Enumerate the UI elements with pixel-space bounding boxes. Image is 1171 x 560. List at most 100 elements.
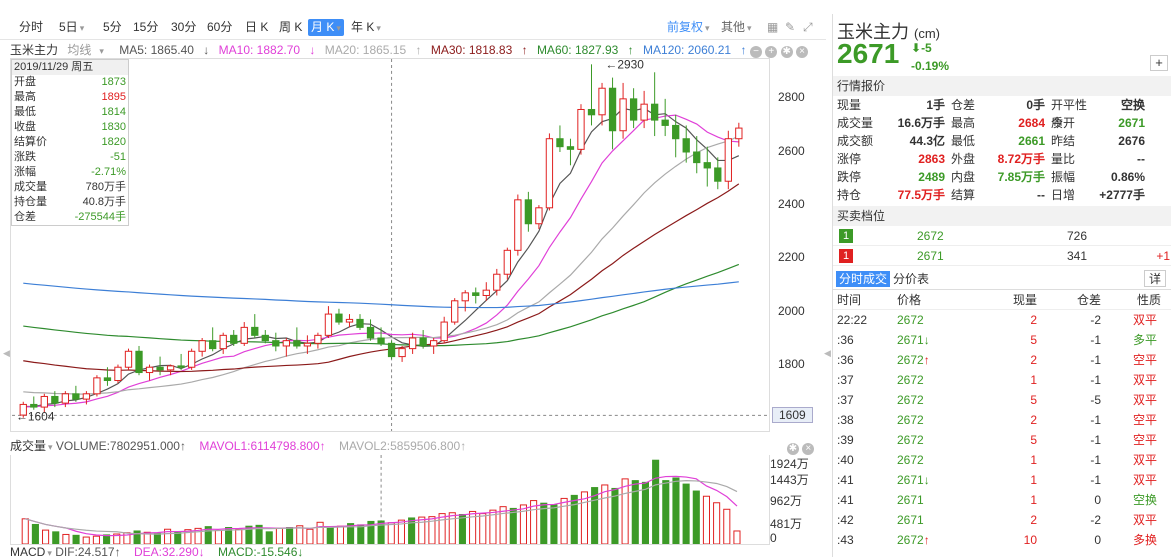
candle[interactable] (187, 348, 196, 370)
gear-icon[interactable]: ✱ (780, 46, 793, 58)
orderbook-price[interactable]: 2671 (917, 249, 944, 263)
detail-button[interactable]: 详 (1144, 270, 1166, 287)
period-tab[interactable]: 30分 (171, 20, 197, 34)
candle[interactable] (356, 314, 364, 331)
volume-chart[interactable] (10, 455, 770, 545)
candle[interactable] (408, 332, 417, 354)
close-icon[interactable]: × (796, 46, 809, 58)
candle[interactable] (61, 391, 70, 408)
candle[interactable] (703, 146, 711, 187)
candle[interactable] (535, 205, 543, 230)
candle[interactable] (629, 88, 638, 129)
candle[interactable] (524, 191, 533, 232)
candle[interactable] (387, 340, 396, 360)
candle[interactable] (93, 375, 101, 397)
candle[interactable] (451, 298, 459, 325)
candle[interactable] (514, 194, 522, 256)
pen-icon[interactable]: ✎ (785, 20, 796, 34)
candle[interactable] (682, 125, 690, 163)
period-tab[interactable]: 15分 (133, 20, 159, 34)
candle[interactable] (314, 332, 322, 349)
candle[interactable] (735, 122, 743, 147)
candle[interactable] (493, 268, 501, 296)
candle[interactable] (282, 338, 290, 357)
period-tab[interactable]: 60分 (207, 20, 233, 34)
gear-icon[interactable]: ✱ (787, 443, 799, 455)
candle[interactable] (324, 306, 333, 338)
candle[interactable] (303, 335, 312, 354)
candle[interactable] (335, 308, 343, 325)
candle[interactable] (366, 319, 375, 341)
candle[interactable] (672, 114, 680, 158)
candle[interactable] (398, 345, 406, 362)
candle[interactable] (30, 396, 38, 410)
kline-chart[interactable]: ←2930 ←1604 (10, 58, 770, 432)
candle[interactable] (124, 348, 133, 370)
candle[interactable] (440, 316, 448, 344)
tab-time-sales[interactable]: 分时成交 (836, 271, 891, 287)
candle[interactable] (198, 338, 206, 357)
candle[interactable] (545, 133, 554, 211)
candle[interactable] (240, 322, 248, 346)
candle[interactable] (272, 332, 280, 352)
scroll-left-icon[interactable]: ◀ (3, 348, 10, 358)
candle[interactable] (661, 98, 669, 137)
candle[interactable] (251, 314, 259, 338)
indicator-mode-dropdown[interactable]: 均线 ▾ (67, 43, 104, 57)
other-dropdown[interactable]: 其他 ▾ (721, 20, 752, 34)
candle[interactable] (103, 367, 112, 386)
minus-icon[interactable]: − (750, 46, 762, 58)
candle[interactable] (293, 327, 301, 349)
candle[interactable] (40, 393, 48, 413)
candle[interactable] (219, 332, 227, 354)
candle[interactable] (377, 327, 385, 346)
add-watchlist-button[interactable]: + (1150, 55, 1168, 71)
candle[interactable] (608, 77, 617, 150)
period-tab[interactable]: 周 K (279, 20, 303, 34)
candle[interactable] (419, 330, 427, 349)
period-tab[interactable]: 日 K (245, 20, 269, 34)
period-tab[interactable]: 分时 (19, 20, 44, 34)
candle[interactable] (72, 385, 80, 402)
period-tab[interactable]: 年 K ▾ (351, 20, 381, 34)
candle[interactable] (566, 138, 575, 166)
period-tab[interactable]: 5日 ▾ (59, 20, 85, 34)
candle[interactable] (19, 401, 27, 418)
candle[interactable] (724, 130, 732, 190)
collapse-panel-icon[interactable]: ◀ (824, 348, 831, 358)
candle[interactable] (135, 345, 143, 376)
period-tab[interactable]: 5分 (103, 20, 122, 34)
candle[interactable] (587, 64, 596, 126)
candle[interactable] (430, 338, 438, 354)
candle[interactable] (693, 136, 701, 174)
close-icon[interactable]: × (802, 443, 815, 455)
candle[interactable] (640, 90, 648, 129)
candle[interactable] (650, 72, 659, 137)
candle[interactable] (82, 391, 91, 405)
candle[interactable] (114, 364, 122, 384)
candle[interactable] (345, 314, 354, 328)
candle[interactable] (230, 330, 238, 346)
candle[interactable] (166, 364, 175, 376)
candle[interactable] (472, 287, 480, 304)
plus-icon[interactable]: + (765, 46, 778, 58)
candle[interactable] (145, 364, 154, 381)
candle[interactable] (619, 82, 627, 139)
candle[interactable] (177, 353, 185, 370)
fullscreen-icon[interactable]: ⤢ (803, 20, 813, 34)
candle[interactable] (482, 282, 490, 301)
candle[interactable] (51, 391, 59, 408)
candle[interactable] (156, 356, 164, 376)
period-tab[interactable]: 月 K ▾ (308, 19, 344, 36)
candle[interactable] (598, 82, 606, 126)
candle[interactable] (714, 157, 722, 190)
candle[interactable] (577, 104, 585, 155)
grid-icon[interactable]: ▦ (767, 20, 779, 34)
candle[interactable] (503, 247, 511, 280)
volume-indicator-dropdown[interactable]: 成交量 ▾ (10, 439, 53, 453)
macd-indicator-dropdown[interactable]: MACD ▾ (10, 545, 52, 559)
tab-price-table[interactable]: 分价表 (893, 272, 930, 286)
candle[interactable] (556, 125, 564, 152)
candle[interactable] (261, 330, 269, 344)
orderbook-price[interactable]: 2672 (917, 229, 944, 243)
